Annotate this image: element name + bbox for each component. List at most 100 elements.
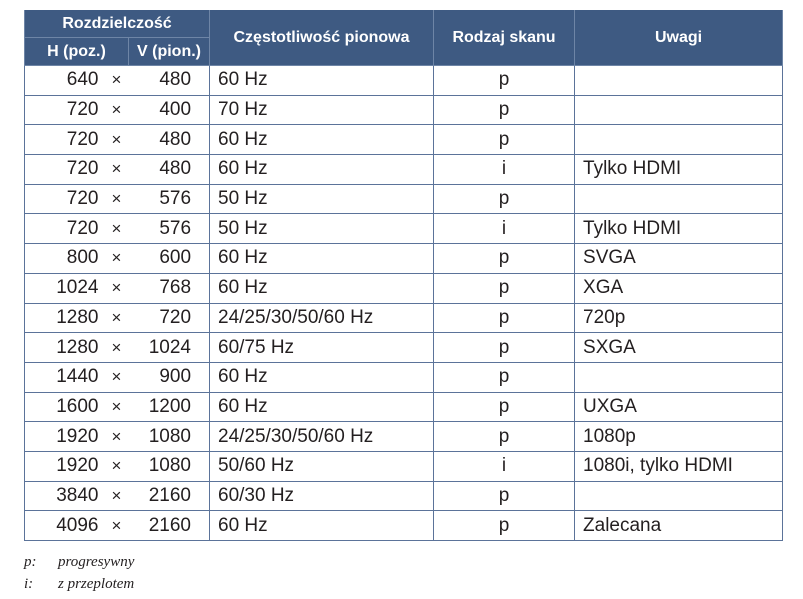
scan-type-cell: p: [433, 332, 576, 363]
scan-type-cell: p: [433, 124, 576, 156]
notes-cell: UXGA: [574, 391, 784, 423]
table-row: 720 × 400 70 Hz p: [24, 94, 784, 126]
frequency-cell: 50 Hz: [209, 213, 435, 245]
separator-cell: ×: [104, 65, 129, 96]
separator-cell: ×: [104, 510, 129, 541]
vertical-cell: 2160: [128, 480, 211, 512]
vertical-cell: 1080: [128, 421, 211, 452]
legend-progressive: p: progresywny: [24, 554, 134, 571]
separator-cell: ×: [104, 94, 129, 126]
horizontal-cell: 800: [24, 243, 105, 274]
table-row: 720 × 576 50 Hz i Tylko HDMI: [24, 213, 784, 245]
horizontal-cell: 1280: [24, 332, 105, 363]
scan-type-cell: p: [433, 480, 576, 512]
vertical-cell: 1200: [128, 391, 211, 423]
separator-cell: ×: [104, 302, 129, 334]
vertical-cell: 576: [128, 213, 211, 245]
vertical-cell: 1024: [128, 332, 211, 363]
scan-type-cell: p: [433, 272, 576, 304]
table-row: 720 × 480 60 Hz i Tylko HDMI: [24, 154, 784, 185]
separator-cell: ×: [104, 361, 129, 393]
notes-cell: 1080p: [574, 421, 784, 452]
table-row: 640 × 480 60 Hz p: [24, 65, 784, 96]
legend-text: progresywny: [58, 554, 135, 570]
scan-type-cell: i: [433, 450, 576, 482]
notes-cell: 720p: [574, 302, 784, 334]
vertical-cell: 720: [128, 302, 211, 334]
vertical-cell: 480: [128, 65, 211, 96]
scan-type-cell: p: [433, 65, 576, 96]
table-row: 1280 × 1024 60/75 Hz p SXGA: [24, 332, 784, 363]
horizontal-cell: 1600: [24, 391, 105, 423]
notes-cell: Tylko HDMI: [574, 154, 784, 185]
horizontal-cell: 1920: [24, 421, 105, 452]
separator-cell: ×: [104, 124, 129, 156]
table-row: 1280 × 720 24/25/30/50/60 Hz p 720p: [24, 302, 784, 334]
frequency-cell: 50 Hz: [209, 183, 435, 215]
horizontal-cell: 1024: [24, 272, 105, 304]
horizontal-cell: 640: [24, 65, 105, 96]
table-row: 1024 × 768 60 Hz p XGA: [24, 272, 784, 304]
notes-cell: Zalecana: [574, 510, 784, 541]
separator-cell: ×: [104, 421, 129, 452]
notes-cell: [574, 124, 784, 156]
scan-type-cell: p: [433, 94, 576, 126]
vertical-cell: 1080: [128, 450, 211, 482]
scan-type-cell: i: [433, 213, 576, 245]
legend-interlaced: i: z przeplotem: [24, 576, 134, 593]
separator-cell: ×: [104, 272, 129, 304]
frequency-cell: 60 Hz: [209, 243, 435, 274]
horizontal-cell: 720: [24, 213, 105, 245]
separator-cell: ×: [104, 213, 129, 245]
separator-cell: ×: [104, 480, 129, 512]
notes-cell: Tylko HDMI: [574, 213, 784, 245]
vertical-cell: 576: [128, 183, 211, 215]
vertical-cell: 600: [128, 243, 211, 274]
horizontal-cell: 1920: [24, 450, 105, 482]
frequency-cell: 70 Hz: [209, 94, 435, 126]
table-row: 800 × 600 60 Hz p SVGA: [24, 243, 784, 274]
scan-type-cell: p: [433, 183, 576, 215]
vertical-cell: 768: [128, 272, 211, 304]
vertical-cell: 400: [128, 94, 211, 126]
horizontal-cell: 4096: [24, 510, 105, 541]
frequency-cell: 60 Hz: [209, 510, 435, 541]
notes-cell: [574, 94, 784, 126]
horizontal-cell: 3840: [24, 480, 105, 512]
horizontal-cell: 1440: [24, 361, 105, 393]
vertical-cell: 480: [128, 154, 211, 185]
legend-key: i:: [24, 576, 34, 592]
horizontal-cell: 720: [24, 183, 105, 215]
frequency-cell: 60/75 Hz: [209, 332, 435, 363]
scan-type-cell: p: [433, 421, 576, 452]
frequency-cell: 60 Hz: [209, 65, 435, 96]
notes-cell: [574, 480, 784, 512]
vertical-cell: 2160: [128, 510, 211, 541]
notes-cell: XGA: [574, 272, 784, 304]
scan-type-cell: p: [433, 391, 576, 423]
table-row: 4096 × 2160 60 Hz p Zalecana: [24, 510, 784, 541]
vertical-cell: 900: [128, 361, 211, 393]
header-notes: Uwagi: [574, 10, 784, 66]
header-scan-type: Rodzaj skanu: [433, 10, 576, 66]
vertical-cell: 480: [128, 124, 211, 156]
notes-cell: 1080i, tylko HDMI: [574, 450, 784, 482]
frequency-cell: 50/60 Hz: [209, 450, 435, 482]
resolution-table: Rozdzielczość Częstotliwość pionowa Rodz…: [23, 10, 784, 541]
frequency-cell: 24/25/30/50/60 Hz: [209, 421, 435, 452]
separator-cell: ×: [104, 154, 129, 185]
header-resolution: Rozdzielczość: [23, 10, 211, 38]
separator-cell: ×: [104, 391, 129, 423]
table-row: 720 × 576 50 Hz p: [24, 183, 784, 215]
scan-type-cell: p: [433, 510, 576, 541]
horizontal-cell: 720: [24, 94, 105, 126]
separator-cell: ×: [104, 332, 129, 363]
table-row: 720 × 480 60 Hz p: [24, 124, 784, 156]
legend-text: z przeplotem: [58, 576, 135, 592]
frequency-cell: 24/25/30/50/60 Hz: [209, 302, 435, 334]
horizontal-cell: 720: [24, 124, 105, 156]
legend-key: p:: [24, 554, 37, 570]
frequency-cell: 60 Hz: [209, 361, 435, 393]
frequency-cell: 60 Hz: [209, 272, 435, 304]
header-vertical: V (pion.): [127, 37, 211, 66]
